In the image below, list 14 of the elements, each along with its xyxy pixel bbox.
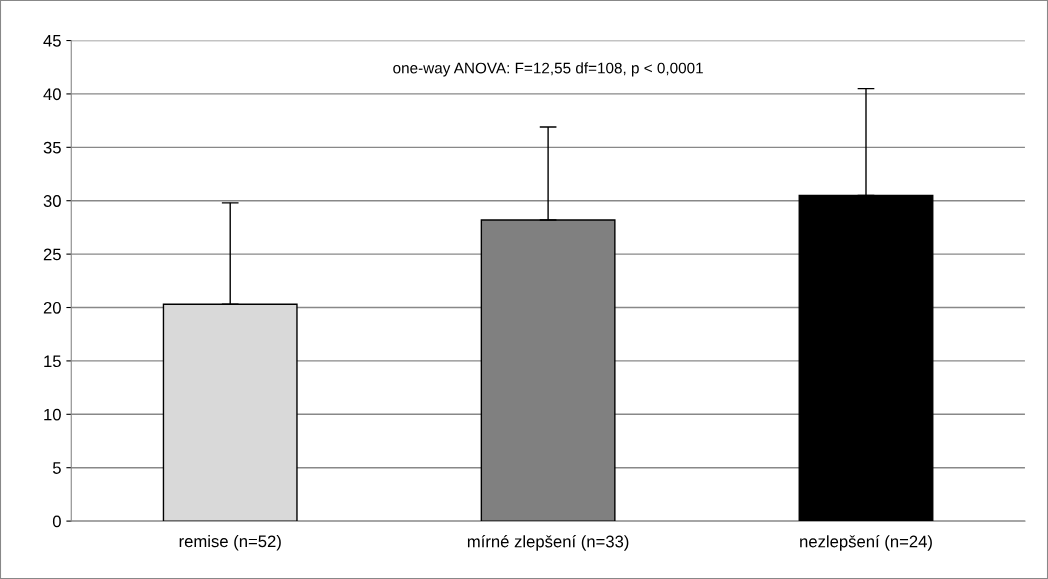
y-tick-label: 35	[43, 141, 61, 154]
x-tick-label: nezlepšení (n=24)	[800, 534, 932, 551]
annotation: one-way ANOVA: F=12,55 df=108, p < 0,0001	[393, 62, 703, 77]
y-tick-label: 25	[43, 248, 61, 261]
y-tick-label: 30	[43, 195, 61, 207]
y-tick-label: 45	[43, 35, 61, 47]
y-tick-label: 15	[44, 355, 61, 368]
y-tick-label: 40	[43, 88, 61, 101]
y-tick-label: 20	[43, 301, 61, 314]
x-tick-label: remise (n=52)	[179, 534, 281, 551]
y-tick-label: 5	[52, 462, 61, 474]
x-tick-label: mírné zlepšení (n=33)	[467, 534, 629, 551]
y-tick-label: 10	[44, 408, 61, 421]
y-tick-label: 0	[52, 515, 61, 528]
